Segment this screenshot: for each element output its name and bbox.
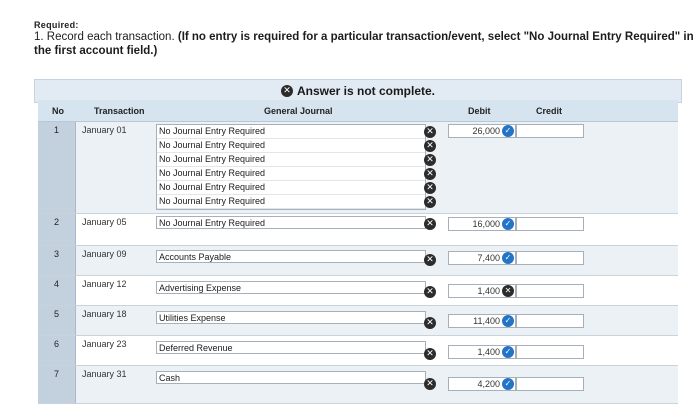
transaction-date: January 23: [82, 339, 127, 349]
incorrect-icon: ✕: [424, 168, 436, 180]
credit-input[interactable]: [516, 124, 584, 138]
transaction-date: January 05: [82, 217, 127, 227]
credit-input[interactable]: [516, 314, 584, 328]
row-number: 2: [38, 214, 76, 245]
row-number: 7: [38, 366, 76, 403]
row-number: 4: [38, 276, 76, 305]
row-number: 3: [38, 246, 76, 275]
incorrect-icon: ✕: [424, 317, 436, 329]
instruction-number: 1.: [34, 31, 44, 43]
transaction-date: January 01: [82, 125, 127, 135]
debit-value: 1,400: [477, 286, 500, 296]
journal-table: No Transaction General Journal Debit Cre…: [38, 100, 678, 404]
table-header: No Transaction General Journal Debit Cre…: [38, 100, 678, 122]
required-heading: Required:: [34, 20, 79, 30]
table-row: 2 January 05 ✕ 16,000 ✓: [38, 214, 678, 246]
incorrect-marks: ✕ ✕ ✕ ✕ ✕ ✕: [424, 126, 436, 210]
account-select[interactable]: [156, 341, 426, 354]
incorrect-icon: ✕: [424, 286, 436, 298]
instruction-bold-text: (If no entry is required for a particula…: [34, 31, 694, 57]
account-select[interactable]: [156, 216, 426, 229]
transaction-date: January 18: [82, 309, 127, 319]
row-number: 6: [38, 336, 76, 365]
credit-input[interactable]: [516, 377, 584, 391]
debit-input[interactable]: 4,200 ✓: [448, 377, 516, 391]
account-select[interactable]: [156, 281, 426, 294]
debit-value: 7,400: [477, 253, 500, 263]
incorrect-icon: ✕: [424, 126, 436, 138]
col-header-transaction: Transaction: [94, 106, 145, 116]
debit-value: 26,000: [472, 126, 500, 136]
col-header-credit: Credit: [536, 106, 563, 116]
incorrect-icon: ✕: [502, 285, 514, 297]
incorrect-icon: ✕: [424, 378, 436, 390]
incorrect-icon: ✕: [424, 254, 436, 266]
correct-check-icon: ✓: [502, 252, 514, 264]
debit-input[interactable]: 1,400 ✕: [448, 284, 516, 298]
debit-value: 11,400: [473, 316, 500, 326]
table-row: 5 January 18 ✕ 11,400 ✓: [38, 306, 678, 336]
transaction-date: January 09: [82, 249, 127, 259]
credit-input[interactable]: [516, 284, 584, 298]
credit-input[interactable]: [516, 217, 584, 231]
col-header-general-journal: General Journal: [264, 106, 333, 116]
debit-input[interactable]: 1,400 ✓: [448, 345, 516, 359]
account-select[interactable]: No Journal Entry Required: [157, 167, 425, 181]
incorrect-icon: ✕: [424, 348, 436, 360]
incorrect-icon: ✕: [424, 182, 436, 194]
table-row: 1 January 01 No Journal Entry Required N…: [38, 122, 678, 214]
correct-check-icon: ✓: [502, 218, 514, 230]
x-circle-icon: ✕: [280, 85, 293, 97]
account-select-stack: No Journal Entry Required No Journal Ent…: [156, 124, 426, 210]
table-row: 6 January 23 ✕ 1,400 ✓: [38, 336, 678, 366]
account-select[interactable]: No Journal Entry Required: [157, 153, 425, 167]
table-row: 3 January 09 ✕ 7,400 ✓: [38, 246, 678, 276]
incorrect-icon: ✕: [424, 140, 436, 152]
incorrect-icon: ✕: [424, 196, 436, 208]
debit-input[interactable]: 7,400 ✓: [448, 251, 516, 265]
debit-value: 16,000: [472, 219, 500, 229]
account-select[interactable]: No Journal Entry Required: [157, 139, 425, 153]
credit-input[interactable]: [516, 345, 584, 359]
account-select[interactable]: [156, 250, 426, 263]
incorrect-icon: ✕: [424, 218, 436, 230]
row-number: 5: [38, 306, 76, 335]
account-select[interactable]: [156, 371, 426, 384]
debit-input[interactable]: 16,000 ✓: [448, 217, 516, 231]
correct-check-icon: ✓: [502, 125, 514, 137]
banner-text: Answer is not complete.: [296, 84, 436, 98]
answer-status-banner: ✕ Answer is not complete.: [34, 79, 682, 103]
row-number: 1: [38, 122, 76, 213]
instruction-text: Record each transaction.: [46, 31, 175, 43]
correct-check-icon: ✓: [502, 378, 514, 390]
debit-input[interactable]: 11,400 ✓: [448, 314, 516, 328]
correct-check-icon: ✓: [502, 346, 514, 358]
credit-input[interactable]: [516, 251, 584, 265]
incorrect-icon: ✕: [424, 154, 436, 166]
debit-value: 4,200: [477, 379, 500, 389]
account-select[interactable]: [156, 311, 426, 324]
transaction-date: January 12: [82, 279, 127, 289]
account-select[interactable]: No Journal Entry Required: [157, 195, 425, 209]
col-header-no: No: [52, 106, 64, 116]
col-header-debit: Debit: [468, 106, 491, 116]
account-select[interactable]: No Journal Entry Required: [157, 125, 425, 139]
instructions: 1. Record each transaction. (If no entry…: [34, 30, 694, 58]
transaction-date: January 31: [82, 369, 127, 379]
table-row: 4 January 12 ✕ 1,400 ✕: [38, 276, 678, 306]
account-select[interactable]: No Journal Entry Required: [157, 181, 425, 195]
debit-input[interactable]: 26,000 ✓: [448, 124, 516, 138]
table-row: 7 January 31 ✕ 4,200 ✓: [38, 366, 678, 404]
correct-check-icon: ✓: [502, 315, 514, 327]
answer-panel: ✕ Answer is not complete. No Transaction…: [34, 76, 682, 404]
debit-value: 1,400: [477, 347, 500, 357]
